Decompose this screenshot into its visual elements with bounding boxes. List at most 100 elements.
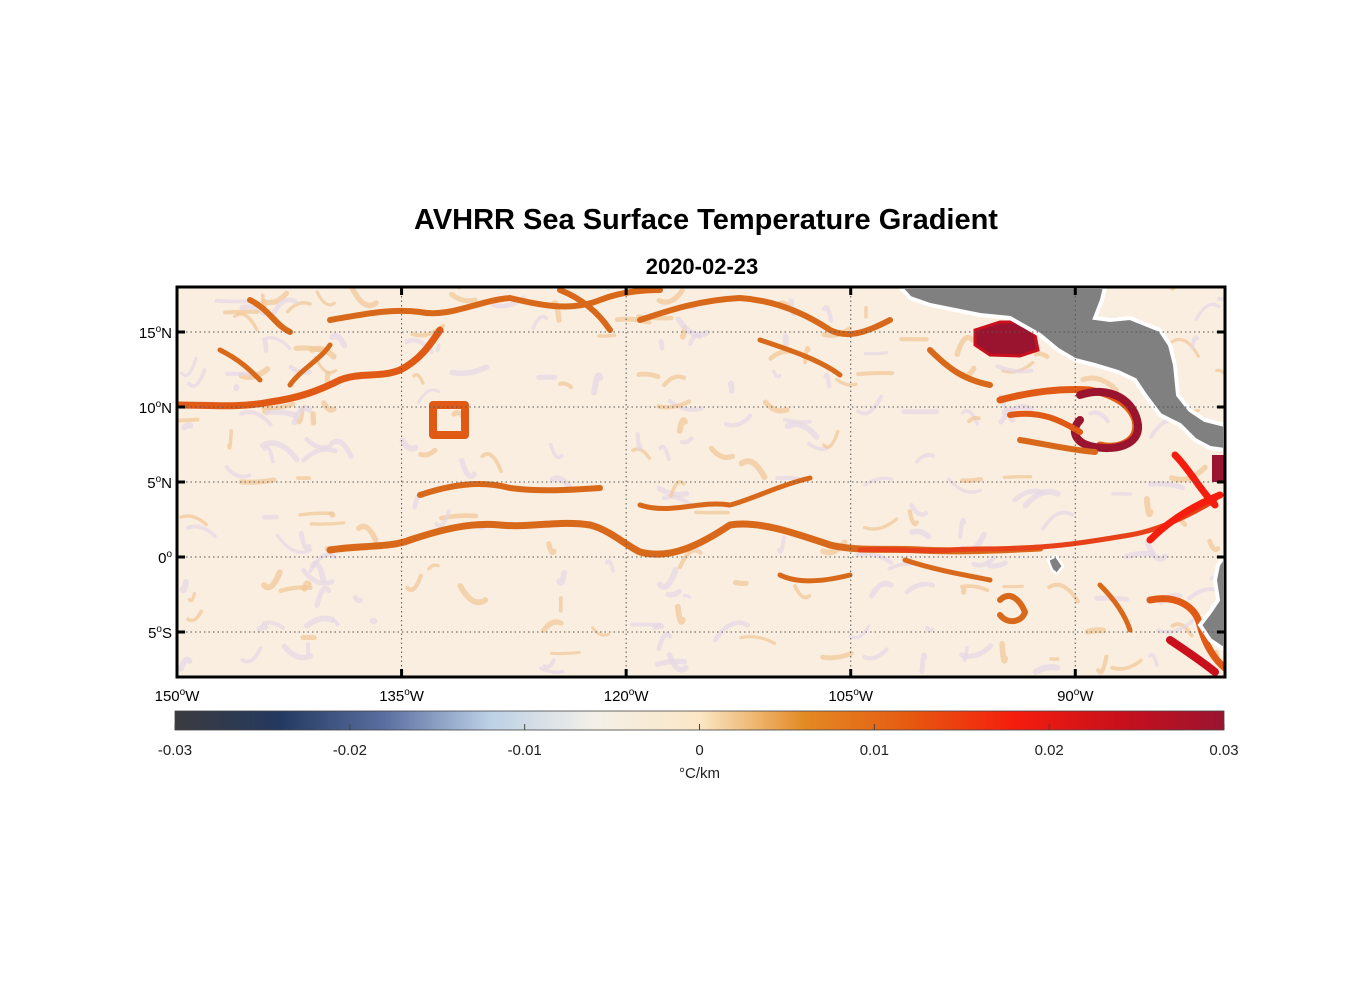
texture-stroke <box>1194 302 1221 322</box>
texture-stroke <box>656 399 692 410</box>
texture-stroke <box>656 566 679 590</box>
texture-stroke <box>631 447 652 460</box>
colorbar-unit: °C/km <box>679 765 720 782</box>
colorbar-tick-label: -0.01 <box>508 742 542 759</box>
texture-stroke <box>823 372 832 389</box>
texture-stroke <box>999 641 1009 664</box>
texture-stroke <box>186 368 207 388</box>
texture-stroke <box>262 339 269 353</box>
texture-stroke <box>304 436 332 450</box>
texture-stroke <box>986 560 1008 569</box>
texture-stroke <box>314 585 332 608</box>
texture-stroke <box>803 345 811 365</box>
texture-stroke <box>418 447 438 458</box>
texture-stroke <box>822 429 840 449</box>
texture-stroke <box>712 620 750 643</box>
texture-stroke <box>180 356 198 378</box>
texture-stroke <box>677 548 703 570</box>
texture-stroke <box>261 293 267 309</box>
colorbar-tick-label: 0 <box>695 742 703 759</box>
texture-stroke <box>661 494 694 508</box>
texture-stroke <box>426 563 440 571</box>
texture-stroke <box>1215 368 1225 375</box>
texture-stroke <box>925 625 935 633</box>
texture-stroke <box>301 580 312 592</box>
texture-stroke <box>1143 496 1154 518</box>
texture-stroke <box>285 301 312 314</box>
texture-stroke <box>597 333 617 338</box>
texture-stroke <box>349 287 379 309</box>
texture-stroke <box>275 533 313 554</box>
texture-stroke <box>676 417 688 434</box>
texture-stroke <box>435 343 441 353</box>
texture-stroke <box>1170 622 1194 638</box>
texture-stroke <box>1190 335 1199 350</box>
equatorial-front-core <box>857 497 1218 554</box>
texture-stroke <box>960 409 979 426</box>
texture-stroke <box>304 615 335 629</box>
texture-stroke <box>1084 627 1106 635</box>
texture-stroke <box>179 579 189 594</box>
texture-stroke <box>223 309 260 315</box>
texture-stroke <box>605 559 615 573</box>
texture-stroke <box>281 643 313 661</box>
colorbar-tick-label: -0.02 <box>333 742 367 759</box>
texture-stroke <box>739 635 777 645</box>
texture-stroke <box>909 503 928 517</box>
texture-stroke <box>541 619 564 633</box>
latitude-labels: 15oN 10oN 5oN 0o 5oS <box>139 324 173 642</box>
texture-stroke <box>262 445 275 464</box>
texture-stroke <box>862 647 889 661</box>
texture-stroke <box>1207 538 1221 553</box>
texture-stroke <box>856 370 894 377</box>
colorbar-ticks <box>174 724 1225 730</box>
texture-stroke <box>904 581 936 595</box>
texture-stroke <box>177 417 200 423</box>
texture-stroke <box>321 400 337 413</box>
texture-stroke <box>1123 550 1155 560</box>
texture-stroke <box>669 480 686 498</box>
texture-stroke <box>260 401 296 411</box>
texture-stroke <box>960 584 990 593</box>
texture-stroke <box>674 603 686 625</box>
texture-stroke <box>1033 351 1050 359</box>
texture-stroke <box>550 651 581 656</box>
texture-stroke <box>260 290 290 306</box>
texture-stroke <box>301 568 335 586</box>
front-layer <box>177 287 1225 676</box>
texture-stroke <box>261 620 286 630</box>
texture-stroke <box>1111 491 1133 496</box>
texture-stroke <box>724 413 753 428</box>
texture-stroke <box>777 535 786 554</box>
texture-stroke <box>820 650 854 661</box>
texture-stroke <box>1110 658 1143 671</box>
texture-stroke <box>907 509 919 527</box>
texture-stroke <box>591 372 604 396</box>
texture-stroke <box>967 415 981 424</box>
texture-stroke <box>636 371 661 380</box>
map-title: AVHRR Sea Surface Temperature Gradient <box>414 204 998 236</box>
texture-stroke <box>1088 410 1110 424</box>
texture-stroke <box>855 551 894 565</box>
texture-stroke <box>531 314 549 330</box>
texture-stroke <box>214 299 252 304</box>
texture-stroke <box>835 377 858 387</box>
texture-stroke <box>256 624 269 633</box>
texture-stroke <box>1217 297 1225 302</box>
texture-stroke <box>863 476 894 487</box>
texture-stroke <box>310 560 327 583</box>
texture-stroke <box>264 409 298 418</box>
texture-stroke <box>399 437 419 452</box>
texture-stroke <box>961 645 969 662</box>
texture-stroke <box>915 452 936 464</box>
texture-stroke <box>658 444 671 461</box>
texture-stroke <box>227 429 233 450</box>
texture-stroke <box>324 370 331 385</box>
lat-label: 5oN <box>147 474 172 492</box>
texture-stroke <box>675 316 710 338</box>
lon-label: 135oW <box>379 687 425 705</box>
map-panel <box>177 287 1225 677</box>
texture-stroke <box>187 591 197 603</box>
texture-stroke <box>434 509 451 528</box>
texture-stroke <box>1156 618 1195 634</box>
